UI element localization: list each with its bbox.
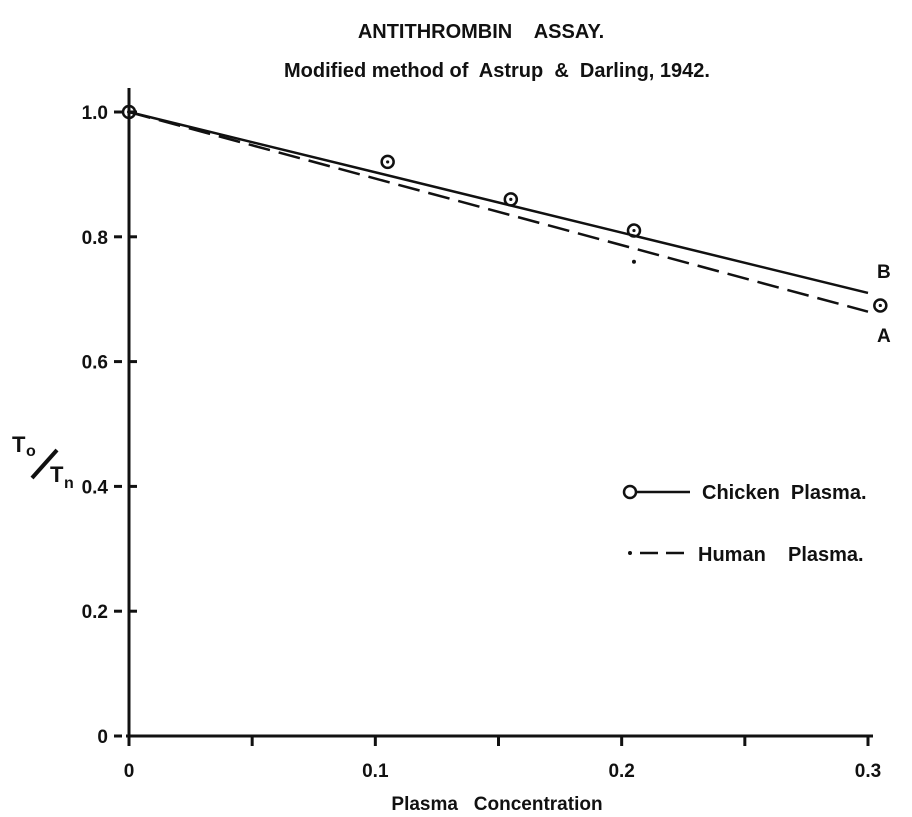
data-point-center [632, 228, 636, 233]
legend-marker-chicken [622, 484, 638, 500]
axes [126, 88, 873, 738]
y-label-slash [30, 448, 59, 480]
data-point [380, 154, 395, 170]
legend-label-chicken: Chicken Plasma. [702, 482, 867, 504]
chart-title: ANTITHROMBIN ASSAY. [358, 21, 604, 43]
y-axis-label: T o T n [12, 432, 74, 492]
y-ticks: 0 0.2 0.4 0.6 0.8 1.0 [82, 103, 137, 748]
y-label-numerator: T [12, 432, 26, 457]
y-label-numerator-sub: o [26, 443, 36, 460]
legend-label-human: Human Plasma. [698, 544, 864, 566]
y-tick-label: 0.8 [82, 228, 108, 249]
chart-subtitle: Modified method of Astrup & Darling, 194… [284, 60, 710, 82]
data-point [121, 104, 137, 120]
series-line [128, 110, 869, 295]
line-label-a: A [877, 326, 891, 347]
y-tick-label: 1.0 [82, 103, 108, 124]
y-tick-label: 0.2 [82, 602, 108, 623]
data-point [626, 223, 642, 238]
y-tick-label: 0.6 [82, 353, 108, 374]
series-1 [127, 110, 869, 313]
legend: Chicken Plasma. Human Plasma. [622, 482, 867, 566]
y-tick-label: 0.4 [82, 477, 109, 498]
y-label-denominator: T [50, 462, 64, 487]
data-point-center [509, 197, 513, 201]
x-axis-label: Plasma Concentration [391, 794, 602, 815]
data-point-center [386, 160, 390, 164]
x-tick-label: 0 [124, 761, 135, 782]
data-point [503, 192, 519, 207]
data-point [873, 298, 888, 313]
series-line [128, 110, 869, 313]
legend-marker-human [628, 551, 632, 555]
x-tick-label: 0.2 [608, 761, 634, 782]
data-point [127, 110, 131, 114]
series-0 [121, 104, 888, 313]
y-label-denominator-sub: n [64, 475, 74, 492]
line-label-b: B [877, 262, 891, 283]
series-layer [121, 104, 888, 313]
data-point [631, 259, 636, 264]
x-tick-label: 0.1 [362, 761, 389, 782]
data-point-center [878, 303, 882, 308]
y-tick-label: 0 [97, 727, 108, 748]
x-ticks: 0 0.1 0.2 0.3 [124, 736, 881, 782]
x-tick-label: 0.3 [855, 761, 881, 782]
